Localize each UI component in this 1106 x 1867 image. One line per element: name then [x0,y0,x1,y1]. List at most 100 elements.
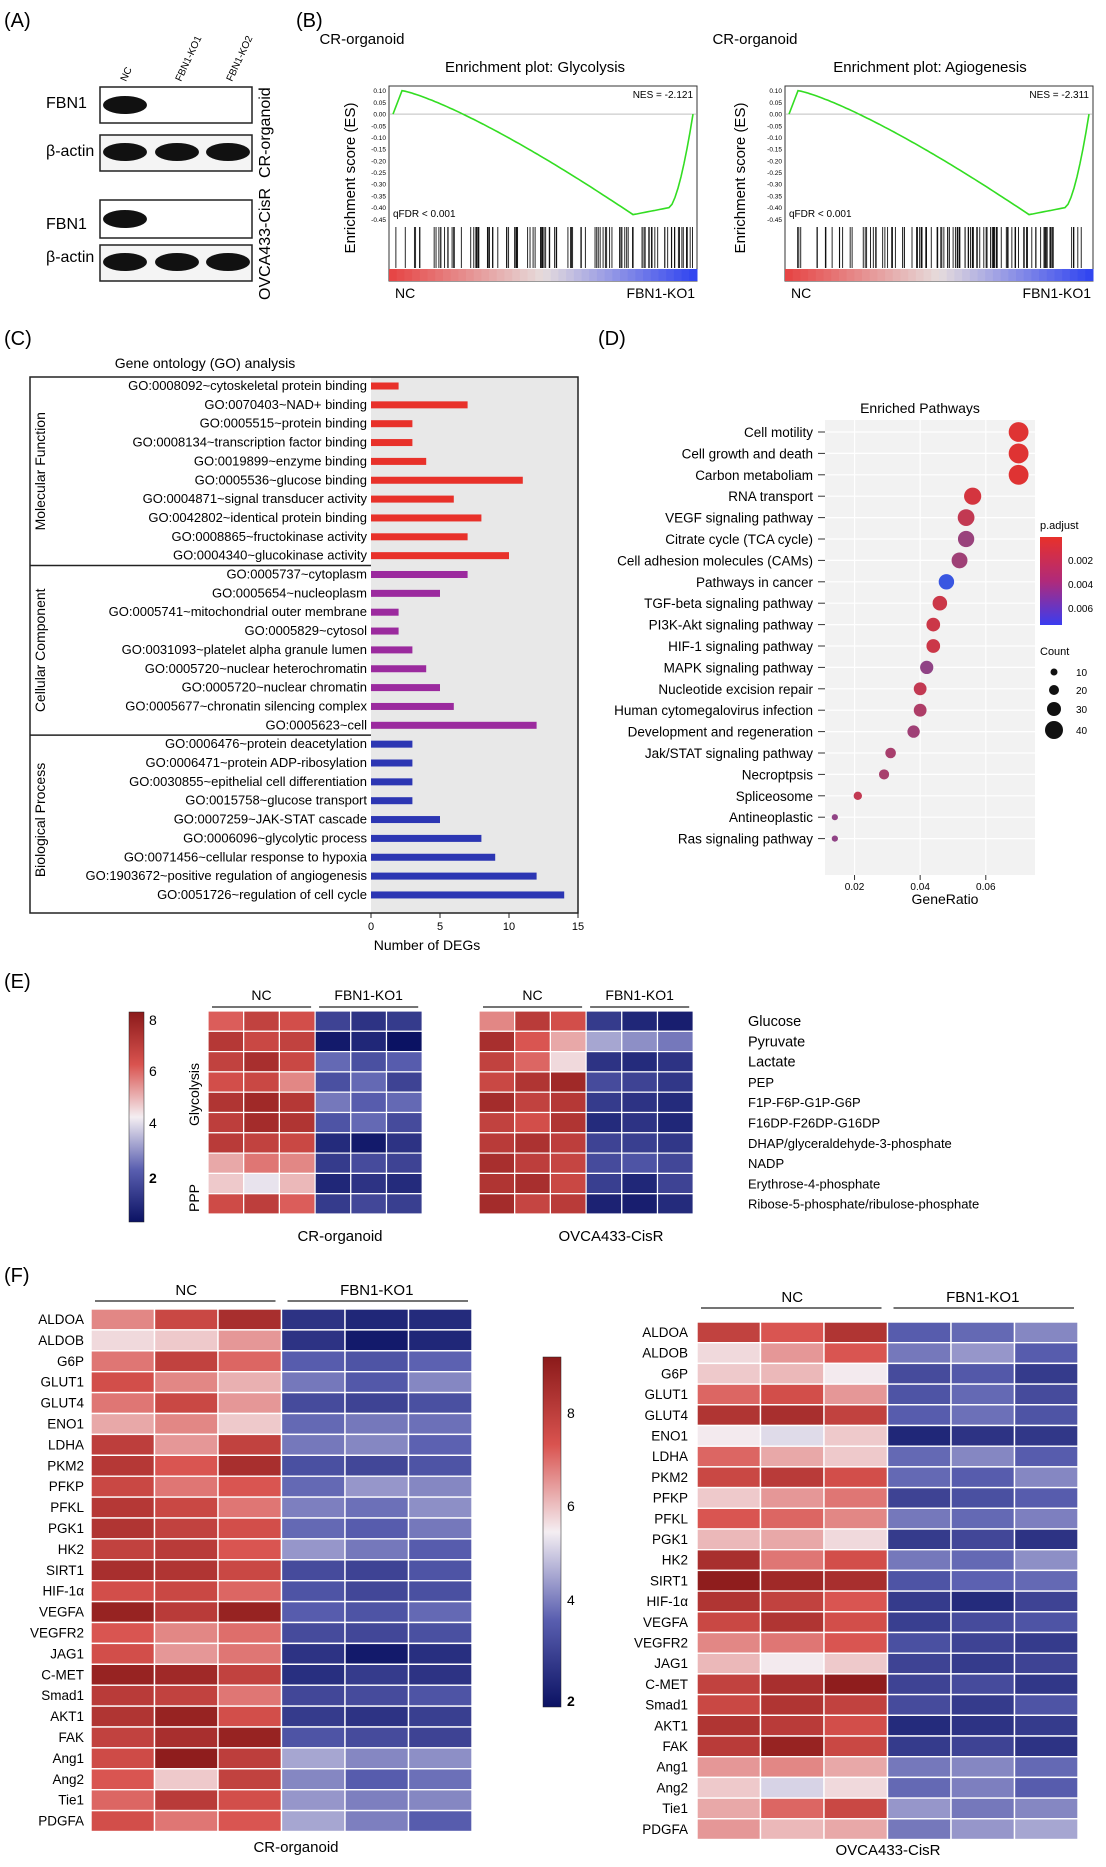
f-row-label: C-MET [41,1667,84,1682]
e-heat-cell [585,1030,623,1053]
f-heat-cell [407,1600,473,1624]
pathway-label: PI3K-Akt signaling pathway [649,618,814,633]
f-heat-cell [886,1445,952,1468]
gsea-right-label: FBN1-KO1 [627,285,696,301]
padj-colorbar [1040,537,1062,625]
f-heat-cell [217,1621,283,1645]
f-heat-cell [153,1538,219,1561]
f-heat-cell [153,1517,219,1540]
f-heat-cell [1013,1652,1079,1675]
f-row-label: VEGFA [643,1615,688,1630]
f-heat-cell [280,1621,346,1645]
f-heat-cell [407,1559,473,1582]
f-heat-cell [407,1475,473,1498]
pathway-dot [831,814,838,821]
f-heat-cell [407,1412,473,1436]
f-row-label: Ang1 [656,1760,688,1775]
f-heat-cell [153,1475,219,1498]
f-heat-cell [823,1693,889,1716]
e-heat-cell [656,1193,694,1215]
go-term-label: GO:0042802~identical protein binding [148,510,367,525]
f-heat-cell [886,1341,952,1365]
go-bar [371,401,468,409]
e-heat-cell [278,1030,316,1053]
f-heat-cell [886,1362,952,1385]
f-row-label: Ang2 [656,1780,688,1795]
gsea-ytick: 0.00 [373,112,386,119]
e-heat-cell [385,1111,423,1134]
f-heat-cell [823,1383,889,1406]
f-heat-cell [217,1559,283,1582]
f-heat-cell [950,1755,1016,1779]
f-heat-cell [344,1475,410,1498]
blot-label-fbn1-cr: FBN1 [46,95,87,112]
f-heat-cell [950,1362,1016,1385]
f-heat-cell [759,1693,825,1716]
f-heat-cell [823,1424,889,1447]
f-heat-cell [90,1308,156,1331]
gsea-hit-barcode [797,227,1082,268]
pathway-dot [907,725,920,738]
f-heat-cell [407,1705,473,1728]
go-term-label: GO:0006096~glycolytic process [183,830,367,845]
f-heat-cell [696,1714,762,1737]
count-legend-title: Count [1040,646,1069,658]
go-term-label: GO:0015758~glucose transport [185,793,367,808]
go-bar [371,514,482,522]
f-heat-cell [950,1611,1016,1634]
e-scale-tick: 2 [149,1170,157,1186]
f-heat-cell [90,1475,156,1498]
gsea-ytick: -0.15 [371,147,386,154]
e-heat-cell [549,1111,587,1134]
gsea-es-curve [392,89,694,216]
gsea-ytick: -0.45 [371,217,386,224]
f-heat-cell [407,1454,473,1477]
e-heat-cell [314,1111,352,1134]
f-heat-cell [950,1569,1016,1592]
f-heat-cell [153,1412,219,1436]
f-row-label: G6P [661,1366,688,1381]
f-heat-cell [823,1590,889,1613]
e-heat-cell [278,1111,316,1134]
f-heat-cell [1013,1341,1079,1365]
f-heat-cell [344,1663,410,1686]
f-heat-cell [886,1404,952,1427]
e-heat-cell [514,1050,552,1073]
f-heat-cell [823,1631,889,1654]
gsea-ytick: 0.10 [373,88,386,95]
f-heat-cell [1013,1735,1079,1758]
e-heat-cell [585,1172,623,1195]
go-term-label: GO:0005720~nuclear heterochromatin [145,661,367,676]
gsea-ytick: -0.15 [767,147,782,154]
gsea-ytick: -0.35 [767,193,782,200]
pathway-dot [926,617,941,632]
e-heat-cell [478,1172,516,1195]
f-heat-cell [217,1642,283,1666]
go-bars: GO:0008092~cytoskeletal protein binding G… [30,378,584,933]
panel-d: (D) Enriched Pathways Cell motilityCell … [598,328,1093,907]
f-heat-cell [950,1776,1016,1799]
f-heat-cell [696,1507,762,1530]
e-heat-cell [585,1193,623,1215]
f-heat-cell [1013,1486,1079,1509]
f-row-label: GLUT1 [644,1387,688,1402]
f-heat-cell [280,1370,346,1394]
f-heat-cell [950,1466,1016,1489]
e-heat-cell [385,1050,423,1073]
pathway-label: Cell adhesion molecules (CAMs) [617,553,813,568]
f-heat-cell [153,1350,219,1373]
f-row-label: JAG1 [50,1646,84,1661]
pathway-dot [1008,422,1029,442]
e-heat-cell [207,1172,245,1195]
e-row-label: Pyruvate [748,1034,805,1050]
gsea-ytick: -0.30 [767,182,782,189]
e-group-ko: FBN1-KO1 [334,987,403,1003]
e-scale-tick: 8 [149,1012,157,1028]
blot-label-fbn1-ov: FBN1 [46,216,87,233]
e-heat-cell [207,1132,245,1154]
panel-e: (E) 8 6 4 2 Glycolysis PPP NC FBN1-KO1 CR-… [4,971,979,1245]
f-heat-cell [1013,1776,1079,1799]
e-heat-cell [514,1071,552,1093]
f-heat-cell [759,1631,825,1654]
f-heat-cell [407,1809,473,1833]
